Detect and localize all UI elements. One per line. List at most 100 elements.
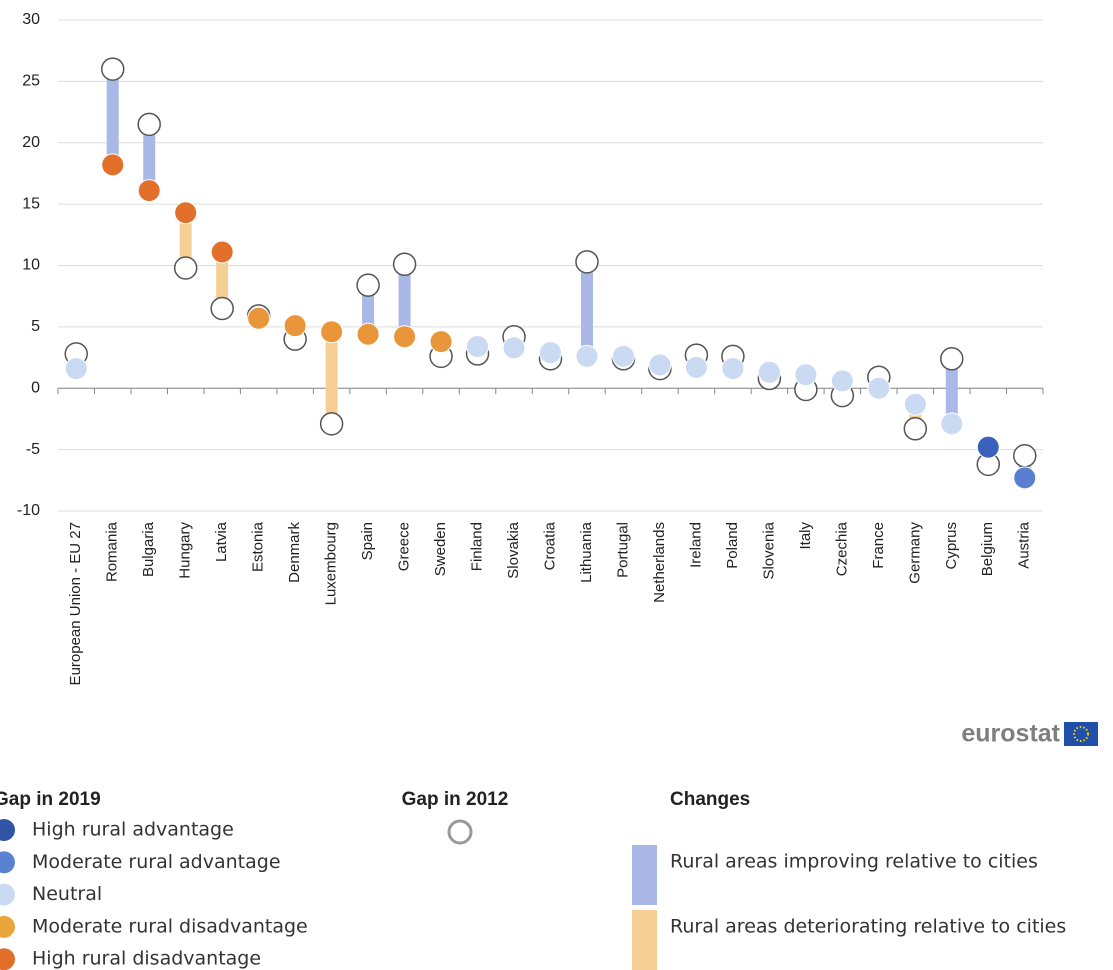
x-tick-label: Germany <box>906 522 923 584</box>
y-tick-label: -5 <box>26 441 40 458</box>
legend-marker <box>0 915 15 938</box>
change-bar <box>945 358 958 424</box>
x-tick-label: Sweden <box>432 522 449 576</box>
y-tick-label: 15 <box>22 195 40 212</box>
x-tick-label: Bulgaria <box>140 521 157 577</box>
y-tick-label: 5 <box>31 318 40 335</box>
change-bar <box>143 124 156 191</box>
marker-2012 <box>100 57 125 81</box>
marker-2019 <box>539 341 562 365</box>
x-tick-label: Cyprus <box>943 522 960 570</box>
change-bar <box>106 69 119 165</box>
legend-swatch <box>632 845 657 905</box>
marker-2019 <box>611 344 635 368</box>
marker-2012 <box>137 112 161 137</box>
legend-marker <box>0 851 15 874</box>
marker-2019 <box>393 325 417 349</box>
x-tick-label: Ireland <box>687 522 704 568</box>
x-tick-label: Portugal <box>614 522 631 578</box>
legend-label: Moderate rural advantage <box>32 851 281 873</box>
marker-2019 <box>210 240 234 264</box>
y-tick-label: 30 <box>22 11 40 28</box>
x-tick-label: France <box>870 522 887 569</box>
x-tick-label: Estonia <box>250 521 267 572</box>
change-bar <box>362 285 375 335</box>
marker-2019 <box>940 412 964 436</box>
marker-2019 <box>976 435 1000 459</box>
marker-2012 <box>392 252 417 277</box>
marker-2019 <box>502 336 526 360</box>
x-tick-label: Hungary <box>177 522 194 579</box>
legend-label: High rural advantage <box>32 819 234 841</box>
x-tick-label: Belgium <box>979 522 996 576</box>
marker-2012 <box>940 347 964 371</box>
marker-2019 <box>648 353 672 377</box>
y-tick-label: 25 <box>22 73 40 90</box>
legend-marker <box>447 819 473 845</box>
marker-2019 <box>575 344 599 368</box>
marker-2019 <box>174 201 198 225</box>
marker-2012 <box>575 250 599 274</box>
x-tick-label: Italy <box>797 522 814 550</box>
x-tick-label: Latvia <box>213 521 230 562</box>
legend-marker <box>0 819 15 841</box>
marker-2019 <box>101 153 125 177</box>
x-tick-label: Romania <box>104 521 121 582</box>
x-tick-label: Poland <box>724 522 741 569</box>
legend-label: Rural areas improving relative to cities <box>670 851 1038 873</box>
marker-2012 <box>210 296 234 321</box>
marker-2019 <box>757 360 781 384</box>
y-tick-label: 10 <box>22 257 40 274</box>
marker-2012 <box>1013 444 1037 468</box>
x-tick-label: Netherlands <box>651 522 668 603</box>
x-tick-label: Slovakia <box>505 521 522 578</box>
x-tick-label: Finland <box>469 522 486 571</box>
marker-2019 <box>867 376 891 400</box>
x-tick-label: Croatia <box>541 521 558 570</box>
y-tick-label: -10 <box>17 502 40 519</box>
legend-marker <box>0 883 15 906</box>
legend-label: Moderate rural disadvantage <box>32 915 308 937</box>
marker-2019 <box>684 355 708 379</box>
y-tick-label: 0 <box>31 379 40 396</box>
marker-2019 <box>794 363 818 387</box>
marker-2012 <box>319 412 344 436</box>
marker-2019 <box>830 369 854 393</box>
change-bar <box>325 331 338 424</box>
logo-text: eurostat <box>961 720 1060 748</box>
change-bar <box>179 212 192 268</box>
change-bar <box>580 261 593 357</box>
x-tick-label: Denmark <box>286 522 303 583</box>
x-tick-label: Lithuania <box>578 521 595 583</box>
legend-swatch <box>632 910 657 970</box>
marker-2019 <box>356 322 380 346</box>
legend-title: Changes <box>670 789 750 810</box>
x-tick-label: Luxembourg <box>323 522 340 605</box>
marker-2012 <box>356 273 380 297</box>
legend-title: Gap in 2019 <box>0 789 101 810</box>
y-tick-label: 20 <box>22 134 40 151</box>
marker-2019 <box>903 392 927 416</box>
change-bar <box>398 264 411 337</box>
marker-2019 <box>466 335 490 359</box>
x-tick-label: Greece <box>396 522 413 571</box>
legend-marker <box>0 948 15 970</box>
marker-2019 <box>283 314 307 338</box>
change-bar <box>216 251 229 309</box>
x-tick-label: Austria <box>1016 521 1033 568</box>
legend-label: Rural areas deteriorating relative to ci… <box>670 916 1066 938</box>
marker-2019 <box>64 357 88 381</box>
marker-2019 <box>1013 466 1037 490</box>
x-tick-label: Czechia <box>833 521 850 576</box>
marker-2019 <box>320 320 344 344</box>
legend-label: High rural disadvantage <box>32 948 261 970</box>
x-tick-label: European Union - EU 27 <box>67 522 84 685</box>
eu-flag <box>1064 722 1098 746</box>
marker-2019 <box>721 357 745 381</box>
marker-2012 <box>173 256 198 280</box>
legend-label: Neutral <box>32 883 102 905</box>
marker-2012 <box>903 417 928 441</box>
legend-title: Gap in 2012 <box>402 789 509 810</box>
marker-2019 <box>429 330 453 354</box>
